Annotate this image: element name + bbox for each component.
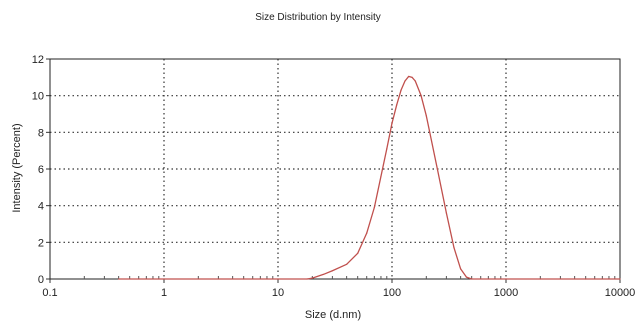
series-point bbox=[465, 276, 468, 278]
series-point bbox=[163, 278, 165, 280]
series-point bbox=[414, 80, 416, 82]
chart-title: Size Distribution by Intensity bbox=[255, 12, 381, 23]
series-point bbox=[453, 247, 455, 249]
y-axis-title: Intensity (Percent) bbox=[11, 123, 23, 212]
y-tick-label: 2 bbox=[38, 237, 44, 249]
y-tick-label: 6 bbox=[38, 164, 44, 176]
series-line bbox=[118, 75, 620, 280]
series-point bbox=[373, 206, 375, 209]
series-point bbox=[408, 75, 410, 78]
x-tick-label: 10000 bbox=[605, 287, 636, 299]
tick-labels: 0 2 4 6 8 10 12 0.1 1 10 100 1000 10000 bbox=[32, 54, 636, 299]
series-point bbox=[619, 278, 621, 280]
series-point bbox=[425, 115, 427, 117]
y-tick-label: 12 bbox=[32, 54, 44, 66]
series-point bbox=[357, 252, 359, 254]
y-tick-label: 10 bbox=[32, 91, 44, 103]
y-tick-label: 4 bbox=[38, 201, 44, 213]
x-tick-label: 10 bbox=[272, 287, 284, 299]
series-point bbox=[396, 104, 398, 106]
series-layer bbox=[118, 75, 621, 280]
series-point bbox=[585, 278, 587, 280]
series-point bbox=[311, 277, 313, 279]
grid bbox=[50, 59, 620, 279]
series-point bbox=[471, 278, 473, 280]
series-point bbox=[400, 89, 402, 91]
series-point bbox=[380, 175, 382, 177]
series-point bbox=[445, 212, 447, 214]
series-point bbox=[366, 232, 368, 234]
series-point bbox=[539, 278, 541, 280]
series-point bbox=[460, 268, 462, 270]
series-point bbox=[277, 278, 279, 280]
x-tick-label: 1000 bbox=[494, 287, 518, 299]
series-point bbox=[118, 278, 120, 280]
plot-frame bbox=[49, 58, 621, 280]
y-tick-label: 0 bbox=[38, 274, 44, 286]
series-point bbox=[322, 273, 324, 276]
x-tick-label: 100 bbox=[383, 287, 401, 299]
series-point bbox=[346, 263, 348, 265]
series-point bbox=[436, 168, 438, 170]
series-point bbox=[505, 278, 507, 280]
x-axis-title: Size (d.nm) bbox=[305, 309, 361, 321]
series-point bbox=[306, 278, 308, 280]
series-point bbox=[386, 148, 388, 150]
series-point bbox=[243, 278, 245, 280]
axes bbox=[46, 58, 621, 283]
series-point bbox=[411, 76, 413, 78]
series-point bbox=[420, 95, 422, 97]
y-tick-label: 8 bbox=[38, 127, 44, 139]
series-point bbox=[404, 80, 406, 82]
x-tick-label: 0.1 bbox=[42, 287, 57, 299]
x-tick-label: 1 bbox=[161, 287, 167, 299]
series-point bbox=[391, 122, 393, 124]
series-point bbox=[331, 270, 333, 272]
